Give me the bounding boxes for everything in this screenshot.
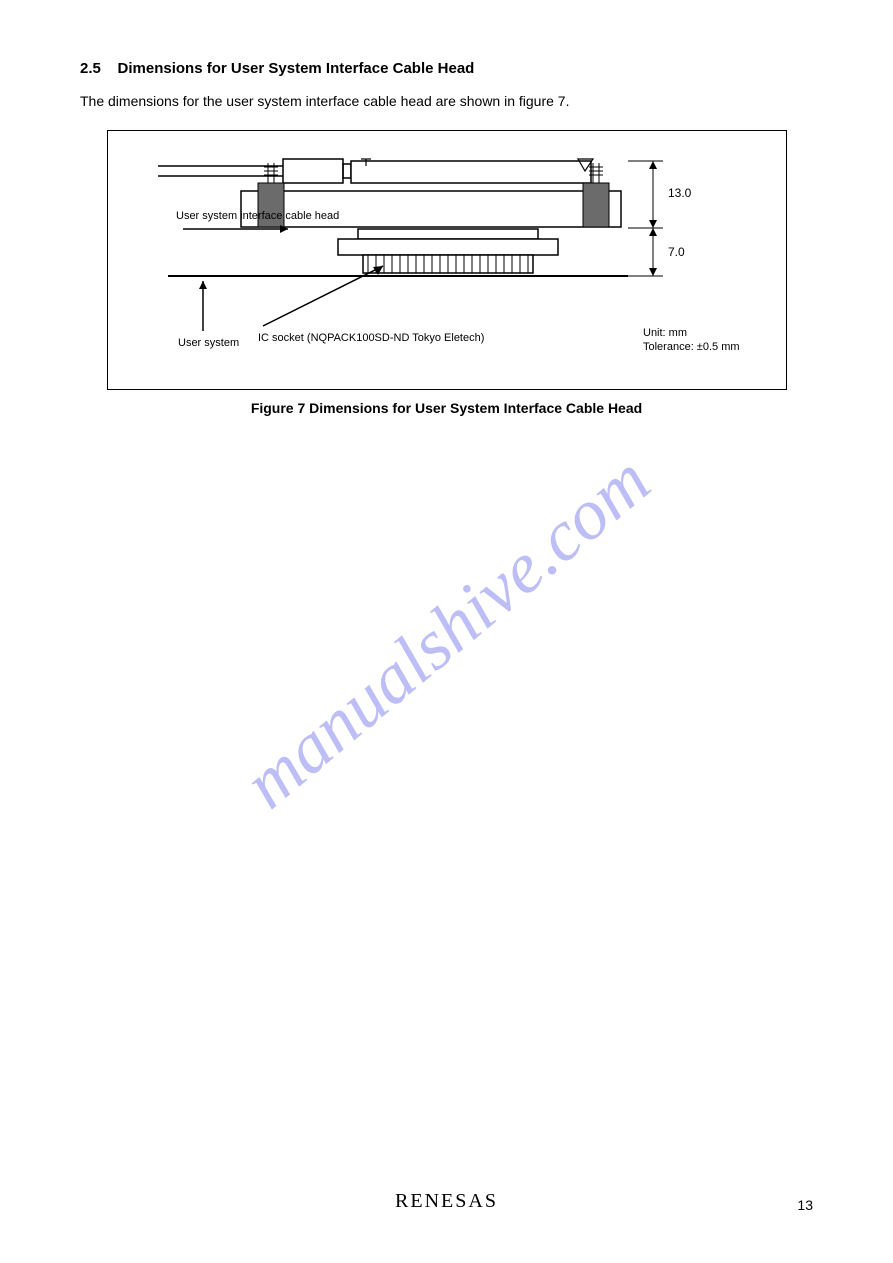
section-heading: 2.5 Dimensions for User System Interface… <box>80 60 813 77</box>
unit-note: Unit: mm Tolerance: ±0.5 mm <box>643 327 740 353</box>
watermark: manualshive.com <box>228 438 666 824</box>
figure-caption: Figure 7 Dimensions for User System Inte… <box>80 400 813 416</box>
figure-container: User system interface cable head IC sock… <box>107 130 787 390</box>
label-socket: IC socket (NQPACK100SD-ND Tokyo Eletech) <box>258 332 484 344</box>
section-title: Dimensions for User System Interface Cab… <box>118 60 475 77</box>
page-number: 13 <box>797 1197 813 1213</box>
label-cable-head: User system interface cable head <box>176 210 339 222</box>
footer: RENESAS <box>0 1190 893 1213</box>
caption-label: Figure 7 <box>251 400 305 416</box>
figure-svg: User system interface cable head IC sock… <box>108 131 788 391</box>
label-user-system: User system <box>178 337 239 349</box>
dim-bottom: 7.0 <box>668 245 685 259</box>
intro-text: The dimensions for the user system inter… <box>80 91 813 112</box>
section-number: 2.5 <box>80 60 101 77</box>
brand-logo: RENESAS <box>395 1190 498 1212</box>
dim-top: 13.0 <box>668 186 692 200</box>
caption-text: Dimensions for User System Interface Cab… <box>305 400 642 416</box>
